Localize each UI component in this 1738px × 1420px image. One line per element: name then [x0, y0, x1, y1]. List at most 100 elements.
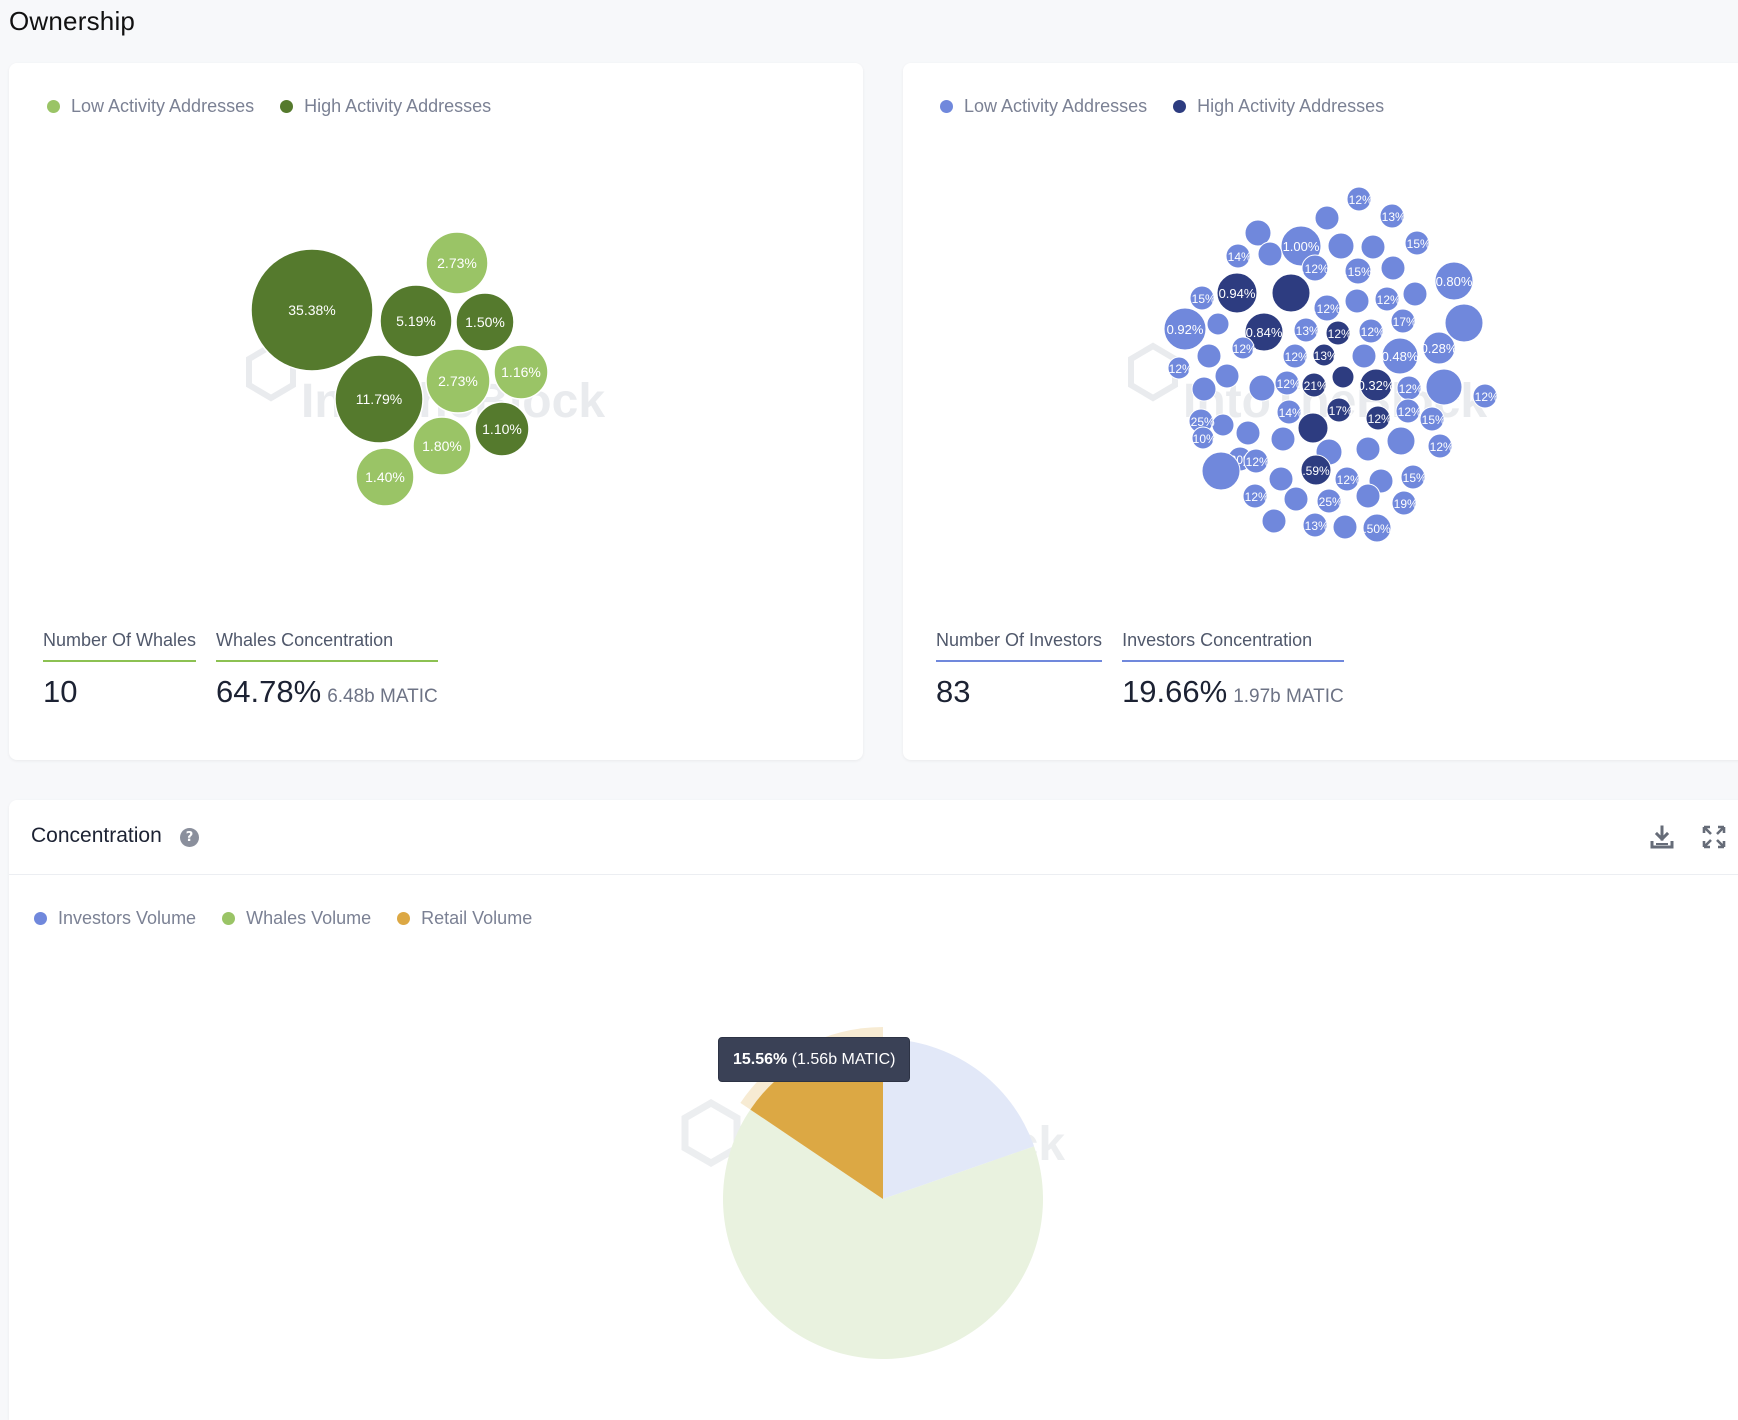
- investor-bubble-low[interactable]: [1425, 368, 1463, 406]
- investor-bubble-low[interactable]: [1257, 241, 1283, 267]
- investor-bubble-low[interactable]: .15%: [1399, 464, 1427, 490]
- question-circle-icon[interactable]: ?: [180, 828, 199, 847]
- investor-bubble-low[interactable]: [1235, 420, 1261, 446]
- investor-bubble-low[interactable]: .12%: [1357, 318, 1385, 344]
- investor-bubble-low[interactable]: 0.28%: [1421, 331, 1458, 365]
- investor-bubble-low[interactable]: 0.48%: [1381, 337, 1419, 375]
- investor-bubble-low[interactable]: [1351, 343, 1377, 369]
- investor-bubble-low[interactable]: .15%: [1418, 406, 1446, 432]
- whale-bubble[interactable]: 11.79%: [334, 354, 424, 444]
- whales-count-stat: Number Of Whales 10: [43, 630, 197, 710]
- investor-bubble-low[interactable]: .25%: [1315, 488, 1343, 514]
- investor-bubble-high[interactable]: .12%: [1364, 405, 1392, 431]
- whale-bubble[interactable]: 1.16%: [493, 344, 549, 400]
- investor-bubble-low[interactable]: .12%: [1301, 254, 1329, 282]
- investor-bubble-low[interactable]: [1201, 451, 1241, 491]
- whale-bubble[interactable]: 2.73%: [425, 231, 489, 295]
- investor-bubble-low[interactable]: .12%: [1313, 294, 1341, 322]
- investor-bubble-low[interactable]: [1214, 363, 1240, 389]
- investor-bubble-low[interactable]: [1248, 374, 1276, 402]
- investor-bubble-low[interactable]: [1261, 508, 1287, 534]
- investor-bubble-high[interactable]: .13%: [1310, 343, 1338, 367]
- investor-bubble-low[interactable]: .25%: [1187, 408, 1215, 434]
- investor-bubble-low[interactable]: [1268, 466, 1294, 492]
- whale-bubble[interactable]: 1.80%: [412, 416, 472, 476]
- concentration-card: Concentration ? Investors Volume Whales …: [9, 800, 1738, 1420]
- investor-bubble-low[interactable]: 0.92%: [1163, 307, 1207, 351]
- whales-legend-low[interactable]: Low Activity Addresses: [47, 96, 254, 117]
- investor-bubble-circle: [1358, 318, 1384, 344]
- investors-legend-low[interactable]: Low Activity Addresses: [940, 96, 1147, 117]
- investor-bubble-low[interactable]: [1191, 376, 1217, 402]
- investor-bubble-low[interactable]: .10%: [1189, 426, 1217, 450]
- investor-bubble-low[interactable]: [1355, 436, 1381, 462]
- investor-bubble-low[interactable]: .14%: [1275, 399, 1303, 425]
- investor-bubble-high[interactable]: [1297, 412, 1329, 444]
- investor-bubble-low[interactable]: [1314, 205, 1340, 231]
- pie-slice-investors-volume[interactable]: [883, 1039, 1035, 1199]
- investor-bubble-high[interactable]: 0.84%: [1244, 312, 1284, 352]
- whale-bubble[interactable]: 1.10%: [474, 401, 530, 457]
- whale-bubble[interactable]: 5.19%: [379, 284, 453, 358]
- investor-bubble-low[interactable]: [1206, 312, 1230, 336]
- investor-bubble-low[interactable]: [1360, 234, 1386, 260]
- investor-bubble-low[interactable]: .12%: [1165, 356, 1193, 380]
- investor-bubble-low[interactable]: .15%: [1188, 285, 1216, 311]
- expand-icon[interactable]: [1701, 824, 1727, 850]
- investor-bubble-low[interactable]: .12%: [1229, 336, 1257, 360]
- investor-bubble-high[interactable]: .59%: [1300, 454, 1332, 486]
- investors-legend-high[interactable]: High Activity Addresses: [1173, 96, 1384, 117]
- investor-bubble-low[interactable]: .15%: [1403, 230, 1431, 256]
- legend-retail-volume[interactable]: Retail Volume: [397, 908, 532, 929]
- investor-bubble-low[interactable]: .13%: [1378, 203, 1406, 229]
- investor-bubble-high[interactable]: [1331, 365, 1355, 389]
- investor-bubble-low[interactable]: .19%: [1390, 490, 1418, 516]
- investor-bubble-high[interactable]: .12%: [1324, 320, 1352, 346]
- investor-bubble-high[interactable]: .17%: [1325, 397, 1353, 423]
- investor-bubble-low[interactable]: [1355, 483, 1381, 509]
- investor-bubble-low[interactable]: .12%: [1273, 370, 1301, 396]
- investor-bubble-low[interactable]: .17%: [1389, 308, 1417, 334]
- investor-bubble-circle: [1196, 343, 1222, 369]
- investor-bubble-low[interactable]: [1196, 343, 1222, 369]
- whale-bubble[interactable]: 2.73%: [425, 348, 491, 414]
- legend-investors-volume[interactable]: Investors Volume: [34, 908, 196, 929]
- investor-bubble-high[interactable]: .21%: [1300, 372, 1328, 398]
- investor-bubble-low[interactable]: .12%: [1426, 433, 1454, 459]
- investor-bubble-low[interactable]: [1332, 514, 1358, 540]
- investor-bubble-high[interactable]: 0.94%: [1216, 272, 1258, 314]
- investor-bubble-high[interactable]: 0.32%: [1358, 368, 1395, 402]
- investor-bubble-low[interactable]: [1380, 255, 1406, 281]
- investor-bubble-low[interactable]: .12%: [1394, 398, 1422, 424]
- pie-slice-whales-volume[interactable]: [723, 1109, 1043, 1359]
- investor-bubble-low[interactable]: .13%: [1301, 512, 1329, 538]
- download-icon[interactable]: [1649, 824, 1675, 850]
- investor-bubble-low[interactable]: [1283, 486, 1309, 512]
- investor-bubble-low[interactable]: 0.80%: [1434, 261, 1474, 301]
- whales-legend-high[interactable]: High Activity Addresses: [280, 96, 491, 117]
- investor-bubble-low[interactable]: .13%: [1292, 317, 1320, 343]
- investor-bubble-low[interactable]: .15%: [1344, 257, 1372, 285]
- investor-bubble-low[interactable]: [1327, 232, 1355, 260]
- investor-bubble-low[interactable]: .12%: [1345, 186, 1373, 212]
- investor-bubble-low[interactable]: .12%: [1373, 286, 1401, 312]
- investor-bubble-low[interactable]: .50%: [1362, 513, 1392, 543]
- investor-bubble-low[interactable]: .12%: [1242, 448, 1270, 474]
- investor-bubble-low[interactable]: .12%: [1281, 343, 1309, 369]
- legend-whales-volume[interactable]: Whales Volume: [222, 908, 371, 929]
- investor-bubble-high[interactable]: [1271, 273, 1311, 313]
- whale-bubble[interactable]: 1.50%: [455, 292, 515, 352]
- investor-bubble-low[interactable]: .12%: [1333, 466, 1361, 492]
- investor-bubble-low[interactable]: [1270, 426, 1296, 452]
- investor-bubble-low[interactable]: .12%: [1241, 483, 1269, 509]
- investor-bubble-low[interactable]: [1402, 281, 1428, 307]
- investor-bubble-low[interactable]: [1444, 303, 1484, 343]
- investor-bubble-low[interactable]: .14%: [1224, 243, 1252, 269]
- investor-bubble-low[interactable]: [1386, 426, 1416, 456]
- investor-bubble-low[interactable]: [1244, 219, 1272, 247]
- whale-bubble[interactable]: 35.38%: [250, 248, 374, 372]
- investor-bubble-low[interactable]: .12%: [1471, 383, 1499, 409]
- investor-bubble-low[interactable]: .12%: [1395, 375, 1423, 401]
- investor-bubble-low[interactable]: [1344, 288, 1370, 314]
- whale-bubble[interactable]: 1.40%: [355, 447, 415, 507]
